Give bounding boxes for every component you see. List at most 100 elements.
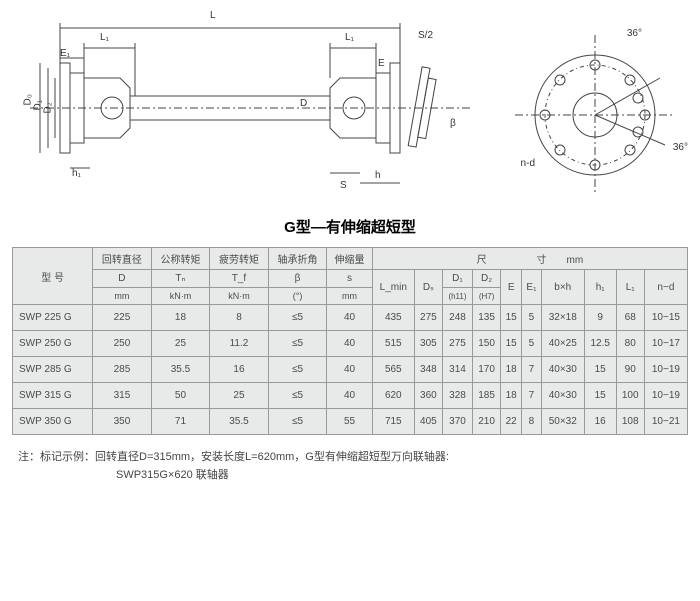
cell-D: 315 bbox=[93, 383, 152, 409]
cell-s: 40 bbox=[327, 357, 373, 383]
cell-bxh: 40×30 bbox=[541, 383, 584, 409]
cell-Lmin: 620 bbox=[372, 383, 414, 409]
cell-Lmin: 435 bbox=[372, 305, 414, 331]
cell-bxh: 40×30 bbox=[541, 357, 584, 383]
col-fattq-sym: T_f bbox=[210, 270, 269, 288]
cell-E: 22 bbox=[501, 409, 522, 435]
cell-D: 225 bbox=[93, 305, 152, 331]
cell-Ds: 305 bbox=[414, 331, 442, 357]
col-rotdia: 回转直径 bbox=[93, 248, 152, 270]
shaft-side-view bbox=[30, 8, 470, 208]
col-rotdia-unit: mm bbox=[93, 288, 152, 305]
cell-D: 250 bbox=[93, 331, 152, 357]
cell-D1: 370 bbox=[442, 409, 472, 435]
label-S: S bbox=[340, 180, 347, 191]
col-E: E bbox=[501, 270, 522, 305]
col-ext-unit: mm bbox=[327, 288, 373, 305]
cell-D2: 135 bbox=[473, 305, 501, 331]
col-model: 型 号 bbox=[13, 248, 93, 305]
table-header: 型 号 回转直径 公称转矩 疲劳转矩 轴承折角 伸缩量 尺 寸 mm D Tₙ … bbox=[13, 248, 688, 305]
label-beta: β bbox=[450, 118, 456, 129]
label-E: E bbox=[378, 58, 385, 69]
label-L: L bbox=[210, 10, 216, 21]
footnote-line2: SWP315G×620 联轴器 bbox=[18, 467, 700, 485]
col-fattq: 疲劳转矩 bbox=[210, 248, 269, 270]
cell-s: 40 bbox=[327, 331, 373, 357]
table-row: SWP 315 G3155025≤54062036032818518740×30… bbox=[13, 383, 688, 409]
col-nomtq: 公称转矩 bbox=[151, 248, 210, 270]
cell-E: 15 bbox=[501, 331, 522, 357]
cell-E1: 5 bbox=[522, 331, 542, 357]
cell-D1: 328 bbox=[442, 383, 472, 409]
col-bend-sym: β bbox=[268, 270, 327, 288]
cell-Tf: 8 bbox=[210, 305, 269, 331]
cell-bxh: 40×25 bbox=[541, 331, 584, 357]
cell-bxh: 50×32 bbox=[541, 409, 584, 435]
cell-Ds: 348 bbox=[414, 357, 442, 383]
cell-Tf: 25 bbox=[210, 383, 269, 409]
cell-L1: 68 bbox=[616, 305, 644, 331]
cell-Tf: 16 bbox=[210, 357, 269, 383]
cell-D1: 275 bbox=[442, 331, 472, 357]
label-E1: E₁ bbox=[60, 48, 70, 59]
footnote: 注：标记示例：回转直径D=315mm，安装长度L=620mm，G型有伸缩超短型万… bbox=[18, 449, 700, 484]
cell-L1: 100 bbox=[616, 383, 644, 409]
page-title: G型—有伸缩超短型 bbox=[0, 216, 700, 237]
cell-bxh: 32×18 bbox=[541, 305, 584, 331]
col-D1: D₁ bbox=[442, 270, 472, 288]
cell-D1: 314 bbox=[442, 357, 472, 383]
label-L1-left: L₁ bbox=[100, 32, 109, 43]
cell-E1: 7 bbox=[522, 357, 542, 383]
col-ext-sym: s bbox=[327, 270, 373, 288]
cell-Lmin: 715 bbox=[372, 409, 414, 435]
cell-L1: 90 bbox=[616, 357, 644, 383]
flange-front-view bbox=[510, 30, 680, 200]
cell-D2: 170 bbox=[473, 357, 501, 383]
cell-E: 18 bbox=[501, 383, 522, 409]
cell-L1: 80 bbox=[616, 331, 644, 357]
col-E1: E₁ bbox=[522, 270, 542, 305]
col-bend-unit: (°) bbox=[268, 288, 327, 305]
cell-E1: 7 bbox=[522, 383, 542, 409]
cell-Tn: 25 bbox=[151, 331, 210, 357]
col-ext: 伸缩量 bbox=[327, 248, 373, 270]
label-ang36b: 36° bbox=[673, 142, 688, 153]
cell-model: SWP 315 G bbox=[13, 383, 93, 409]
cell-nd: 10−21 bbox=[644, 409, 687, 435]
cell-Lmin: 565 bbox=[372, 357, 414, 383]
cell-nd: 10−15 bbox=[644, 305, 687, 331]
cell-h1: 9 bbox=[584, 305, 616, 331]
cell-D2: 150 bbox=[473, 331, 501, 357]
cell-E: 18 bbox=[501, 357, 522, 383]
cell-Tn: 18 bbox=[151, 305, 210, 331]
cell-Tn: 35.5 bbox=[151, 357, 210, 383]
col-Ds: Dₛ bbox=[414, 270, 442, 305]
col-nomtq-unit: kN·m bbox=[151, 288, 210, 305]
table-row: SWP 250 G2502511.2≤54051530527515015540×… bbox=[13, 331, 688, 357]
cell-nd: 10−19 bbox=[644, 357, 687, 383]
cell-Tf: 11.2 bbox=[210, 331, 269, 357]
cell-Ds: 360 bbox=[414, 383, 442, 409]
label-D2: D₂ bbox=[43, 102, 54, 113]
cell-Tn: 50 bbox=[151, 383, 210, 409]
footnote-line1: 注：标记示例：回转直径D=315mm，安装长度L=620mm，G型有伸缩超短型万… bbox=[18, 449, 700, 467]
label-h1: h₁ bbox=[72, 168, 81, 179]
cell-D: 285 bbox=[93, 357, 152, 383]
cell-E1: 8 bbox=[522, 409, 542, 435]
table-body: SWP 225 G225188≤54043527524813515532×189… bbox=[13, 305, 688, 435]
cell-Tn: 71 bbox=[151, 409, 210, 435]
cell-D: 350 bbox=[93, 409, 152, 435]
col-nomtq-sym: Tₙ bbox=[151, 270, 210, 288]
cell-E1: 5 bbox=[522, 305, 542, 331]
cell-D2: 210 bbox=[473, 409, 501, 435]
label-ang36a: 36° bbox=[627, 28, 642, 39]
col-dim-span: 尺 寸 mm bbox=[372, 248, 687, 270]
cell-model: SWP 250 G bbox=[13, 331, 93, 357]
diagram-area: L L₁ L₁ E₁ E S/2 D₀ D₁ D₂ D h₁ h S β bbox=[0, 0, 700, 210]
cell-Lmin: 515 bbox=[372, 331, 414, 357]
cell-Ds: 405 bbox=[414, 409, 442, 435]
cell-beta: ≤5 bbox=[268, 331, 327, 357]
col-h1: h₁ bbox=[584, 270, 616, 305]
cell-h1: 15 bbox=[584, 383, 616, 409]
spec-table: 型 号 回转直径 公称转矩 疲劳转矩 轴承折角 伸缩量 尺 寸 mm D Tₙ … bbox=[12, 247, 688, 435]
